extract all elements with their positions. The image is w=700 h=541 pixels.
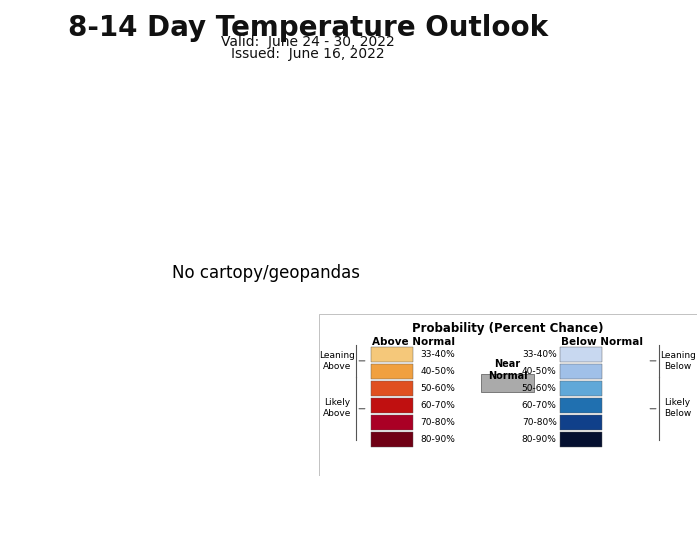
Bar [481, 374, 534, 392]
Bar [561, 347, 602, 362]
Text: 40-50%: 40-50% [522, 367, 557, 376]
Text: Issued:  June 16, 2022: Issued: June 16, 2022 [231, 47, 385, 61]
Text: Above Normal: Above Normal [372, 337, 454, 346]
Text: Likely
Below: Likely Below [664, 398, 691, 418]
Bar [372, 347, 413, 362]
Text: 60-70%: 60-70% [522, 401, 556, 410]
Text: 33-40%: 33-40% [522, 350, 557, 359]
Text: 70-80%: 70-80% [522, 418, 556, 427]
Bar [372, 398, 413, 413]
Bar [372, 381, 413, 395]
Bar [561, 432, 602, 447]
Bar [561, 398, 602, 413]
Text: Valid:  June 24 - 30, 2022: Valid: June 24 - 30, 2022 [221, 35, 395, 49]
Bar [372, 415, 413, 430]
Text: 50-60%: 50-60% [421, 384, 456, 393]
Bar [561, 364, 602, 379]
Text: No cartopy/geopandas: No cartopy/geopandas [172, 264, 360, 282]
Bar [561, 381, 602, 395]
Text: Leaning
Below: Leaning Below [659, 351, 696, 371]
Bar [372, 364, 413, 379]
Text: Leaning
Above: Leaning Above [319, 351, 356, 371]
Bar [561, 415, 602, 430]
Text: 33-40%: 33-40% [421, 350, 455, 359]
Text: 50-60%: 50-60% [522, 384, 556, 393]
Text: 80-90%: 80-90% [421, 435, 456, 444]
Text: 60-70%: 60-70% [421, 401, 456, 410]
Text: Below Normal: Below Normal [561, 337, 643, 346]
Text: 40-50%: 40-50% [421, 367, 455, 376]
Text: Probability (Percent Chance): Probability (Percent Chance) [412, 322, 603, 335]
Bar [372, 432, 413, 447]
Text: 80-90%: 80-90% [522, 435, 556, 444]
Text: Near
Normal: Near Normal [488, 359, 527, 381]
Text: 8-14 Day Temperature Outlook: 8-14 Day Temperature Outlook [68, 14, 548, 42]
Text: Likely
Above: Likely Above [323, 398, 351, 418]
Text: 70-80%: 70-80% [421, 418, 456, 427]
